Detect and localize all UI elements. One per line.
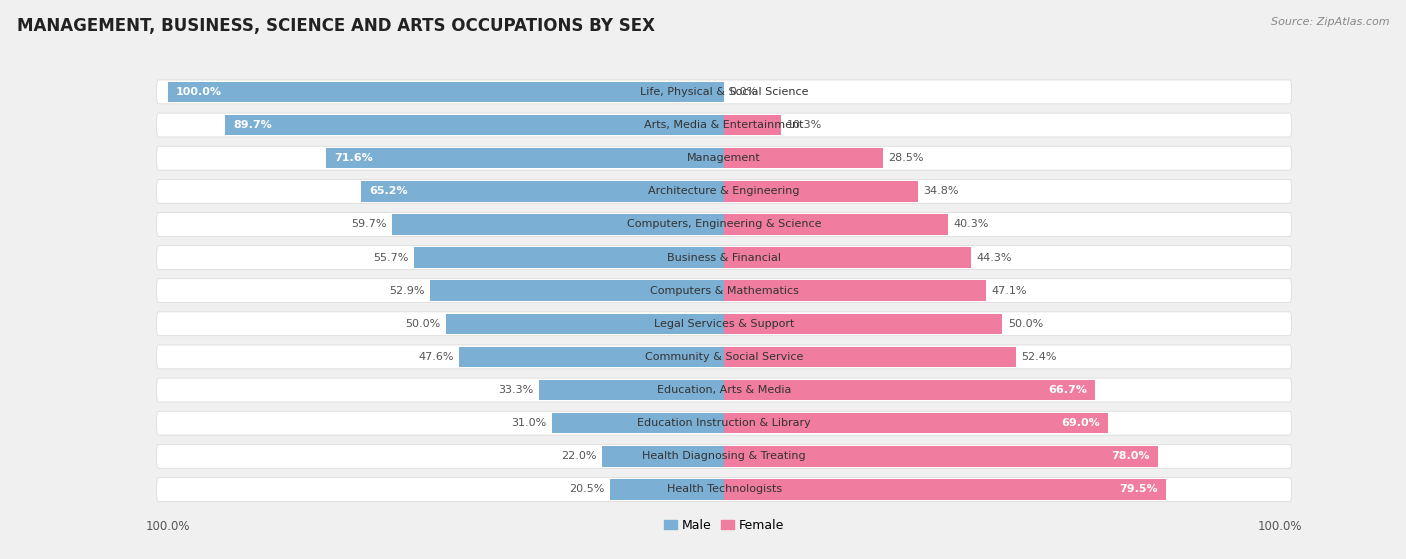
Bar — [610, 479, 724, 500]
Text: 44.3%: 44.3% — [976, 253, 1011, 263]
Bar — [724, 413, 1108, 433]
Text: MANAGEMENT, BUSINESS, SCIENCE AND ARTS OCCUPATIONS BY SEX: MANAGEMENT, BUSINESS, SCIENCE AND ARTS O… — [17, 17, 655, 35]
FancyBboxPatch shape — [156, 444, 1292, 468]
Text: Source: ZipAtlas.com: Source: ZipAtlas.com — [1271, 17, 1389, 27]
FancyBboxPatch shape — [156, 345, 1292, 369]
Text: 50.0%: 50.0% — [405, 319, 440, 329]
Bar — [724, 247, 970, 268]
Text: Health Technologists: Health Technologists — [666, 485, 782, 495]
Text: Health Diagnosing & Treating: Health Diagnosing & Treating — [643, 451, 806, 461]
Text: Architecture & Engineering: Architecture & Engineering — [648, 186, 800, 196]
Text: 28.5%: 28.5% — [889, 153, 924, 163]
Bar — [602, 446, 724, 467]
Bar — [225, 115, 724, 135]
Text: 79.5%: 79.5% — [1119, 485, 1159, 495]
Text: 52.9%: 52.9% — [388, 286, 425, 296]
Text: Arts, Media & Entertainment: Arts, Media & Entertainment — [644, 120, 804, 130]
Text: 34.8%: 34.8% — [924, 186, 959, 196]
Text: 47.1%: 47.1% — [991, 286, 1028, 296]
FancyBboxPatch shape — [156, 212, 1292, 236]
FancyBboxPatch shape — [156, 146, 1292, 170]
Bar — [430, 281, 724, 301]
FancyBboxPatch shape — [156, 113, 1292, 137]
Text: 10.3%: 10.3% — [787, 120, 823, 130]
Text: Education Instruction & Library: Education Instruction & Library — [637, 418, 811, 428]
Bar — [724, 281, 986, 301]
Text: 33.3%: 33.3% — [498, 385, 533, 395]
Bar — [724, 181, 918, 202]
FancyBboxPatch shape — [156, 312, 1292, 336]
FancyBboxPatch shape — [156, 245, 1292, 269]
Bar — [446, 314, 724, 334]
Text: 31.0%: 31.0% — [510, 418, 546, 428]
FancyBboxPatch shape — [156, 179, 1292, 203]
Text: 0.0%: 0.0% — [730, 87, 758, 97]
Text: 89.7%: 89.7% — [233, 120, 273, 130]
Text: Business & Financial: Business & Financial — [666, 253, 782, 263]
Text: 40.3%: 40.3% — [953, 220, 990, 229]
Text: 65.2%: 65.2% — [370, 186, 408, 196]
Bar — [724, 214, 948, 235]
Bar — [724, 479, 1167, 500]
Bar — [326, 148, 724, 168]
Text: Life, Physical & Social Science: Life, Physical & Social Science — [640, 87, 808, 97]
Bar — [361, 181, 724, 202]
Text: 100.0%: 100.0% — [176, 87, 222, 97]
Text: 52.4%: 52.4% — [1021, 352, 1057, 362]
Bar — [724, 347, 1015, 367]
Text: 50.0%: 50.0% — [1008, 319, 1043, 329]
Text: Computers & Mathematics: Computers & Mathematics — [650, 286, 799, 296]
Bar — [415, 247, 724, 268]
Bar — [538, 380, 724, 400]
Text: 66.7%: 66.7% — [1047, 385, 1087, 395]
Text: Computers, Engineering & Science: Computers, Engineering & Science — [627, 220, 821, 229]
Bar — [724, 446, 1159, 467]
FancyBboxPatch shape — [156, 477, 1292, 501]
Bar — [551, 413, 724, 433]
Legend: Male, Female: Male, Female — [659, 514, 789, 537]
Bar — [724, 380, 1095, 400]
Text: 69.0%: 69.0% — [1062, 418, 1099, 428]
Bar — [460, 347, 724, 367]
FancyBboxPatch shape — [156, 411, 1292, 435]
Text: Community & Social Service: Community & Social Service — [645, 352, 803, 362]
Text: 20.5%: 20.5% — [569, 485, 605, 495]
FancyBboxPatch shape — [156, 378, 1292, 402]
FancyBboxPatch shape — [156, 80, 1292, 104]
FancyBboxPatch shape — [156, 279, 1292, 302]
Bar — [724, 314, 1002, 334]
Text: 22.0%: 22.0% — [561, 451, 596, 461]
Text: Management: Management — [688, 153, 761, 163]
Bar — [724, 148, 883, 168]
Bar — [724, 115, 782, 135]
Text: 55.7%: 55.7% — [374, 253, 409, 263]
Bar — [392, 214, 724, 235]
Text: Education, Arts & Media: Education, Arts & Media — [657, 385, 792, 395]
Bar — [167, 82, 724, 102]
Text: Legal Services & Support: Legal Services & Support — [654, 319, 794, 329]
Text: 59.7%: 59.7% — [352, 220, 387, 229]
Text: 47.6%: 47.6% — [418, 352, 454, 362]
Text: 71.6%: 71.6% — [335, 153, 373, 163]
Text: 78.0%: 78.0% — [1111, 451, 1150, 461]
